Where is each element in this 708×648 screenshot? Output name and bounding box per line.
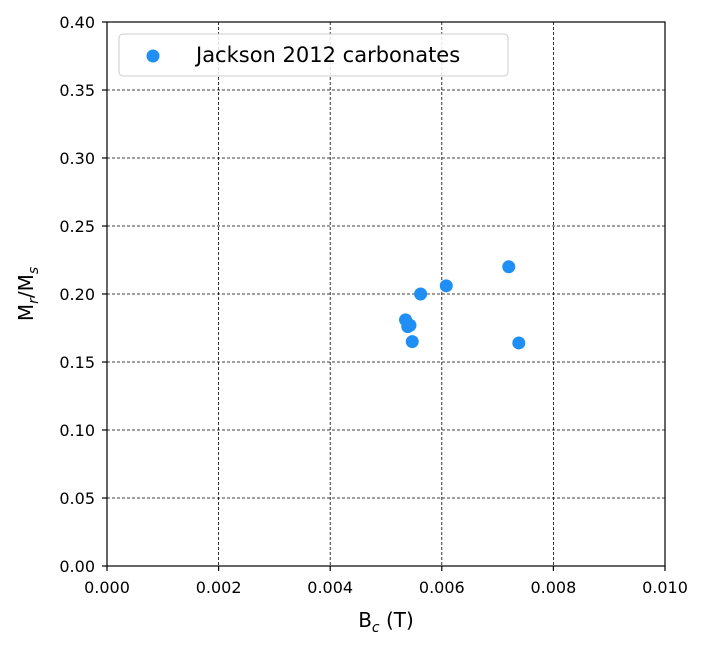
legend-box [118,33,509,77]
y-tick-label: 0.10 [59,421,95,440]
y-tick-label: 0.40 [59,13,95,32]
data-point [403,318,417,332]
y-tick-label: 0.15 [59,353,95,372]
grid-lines [106,21,666,567]
y-tick-label: 0.35 [59,81,95,100]
x-axis-label: Bc (T) [358,608,414,636]
x-tick-label: 0.000 [84,578,130,597]
legend-label: Jackson 2012 carbonates [194,43,460,67]
legend: Jackson 2012 carbonates [118,33,509,77]
plot-frame [106,21,666,567]
legend-marker [146,49,160,63]
data-point [502,260,516,274]
x-tick-label: 0.008 [530,578,576,597]
data-point [439,279,453,293]
x-tick-label: 0.010 [642,578,688,597]
data-point [512,336,526,350]
data-point [405,335,419,349]
y-tick-label: 0.25 [59,217,95,236]
y-tick-label: 0.05 [59,489,95,508]
y-tick-label: 0.30 [59,149,95,168]
x-tick-label: 0.006 [419,578,465,597]
y-axis-label: Mr/Ms [14,267,42,321]
data-points [399,260,526,350]
y-tick-label: 0.20 [59,285,95,304]
x-tick-label: 0.002 [196,578,242,597]
y-tick-label: 0.00 [59,557,95,576]
x-tick-label: 0.004 [307,578,353,597]
axis-ticks: 0.000 0.002 0.004 0.006 0.008 0.010 0.00 0.05 0.… [59,13,688,597]
data-point [414,287,428,301]
